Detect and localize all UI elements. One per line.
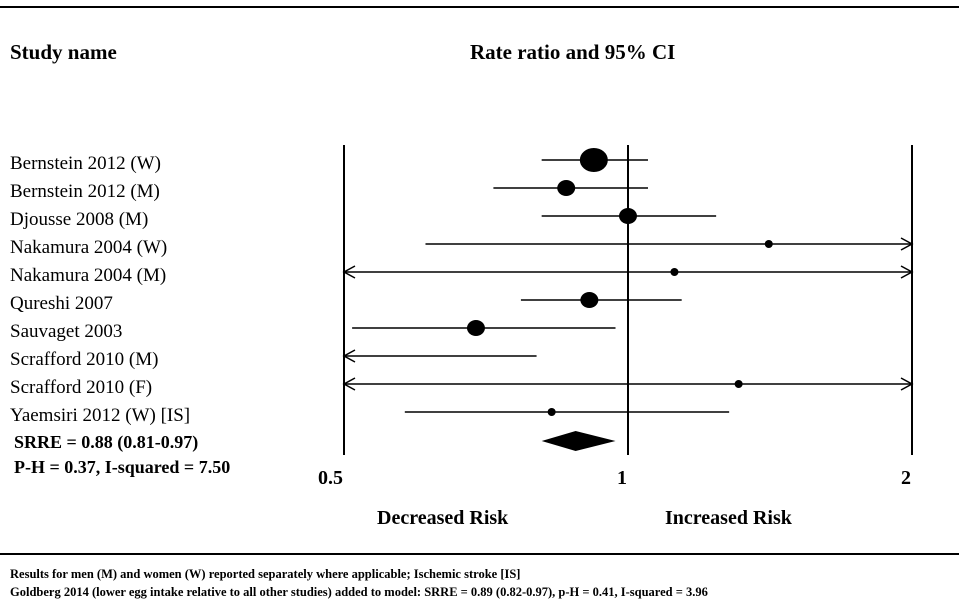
x-tick-label: 2: [901, 467, 911, 489]
point-estimate: [579, 148, 608, 172]
point-estimate: [547, 408, 556, 416]
footnote: Results for men (M) and women (W) report…: [10, 567, 521, 581]
srre-summary: SRRE = 0.88 (0.81-0.97): [14, 432, 199, 452]
ci-arrow-left: [342, 377, 356, 391]
heterogeneity-summary: P-H = 0.37, I-squared = 7.50: [14, 457, 231, 477]
x-tick-label: 1: [617, 467, 627, 489]
point-estimate: [557, 180, 576, 196]
summary-diamond: [541, 431, 616, 451]
study-label: Djousse 2008 (M): [10, 209, 149, 230]
point-estimate: [619, 208, 637, 224]
ci-arrow-right: [900, 265, 914, 279]
study-label: Sauvaget 2003: [10, 321, 123, 342]
study-name-header: Study name: [10, 40, 117, 64]
ci-arrow-left: [342, 265, 356, 279]
ci-arrow-right: [900, 237, 914, 251]
study-label: Bernstein 2012 (W): [10, 153, 161, 174]
study-label: Scrafford 2010 (F): [10, 377, 153, 398]
increased-risk-label: Increased Risk: [665, 507, 792, 529]
top-rule: [0, 6, 959, 8]
study-label: Nakamura 2004 (M): [10, 265, 167, 286]
ci-arrow-right: [900, 377, 914, 391]
point-estimate: [670, 268, 679, 276]
x-tick-label: 0.5: [318, 467, 343, 489]
decreased-risk-label: Decreased Risk: [377, 507, 509, 529]
study-label: Bernstein 2012 (M): [10, 181, 160, 202]
ci-arrow-left: [342, 349, 356, 363]
point-estimate: [466, 320, 485, 336]
point-estimate: [734, 380, 743, 388]
footer-rule: [0, 553, 959, 555]
study-label: Scrafford 2010 (M): [10, 349, 159, 370]
study-label: Yaemsiri 2012 (W) [IS]: [10, 405, 191, 426]
footnote: Goldberg 2014 (lower egg intake relative…: [10, 585, 708, 599]
point-estimate: [580, 292, 599, 308]
study-label: Qureshi 2007: [10, 293, 113, 314]
study-label: Nakamura 2004 (W): [10, 237, 168, 258]
point-estimate: [764, 240, 773, 248]
effect-header: Rate ratio and 95% CI: [470, 40, 676, 64]
